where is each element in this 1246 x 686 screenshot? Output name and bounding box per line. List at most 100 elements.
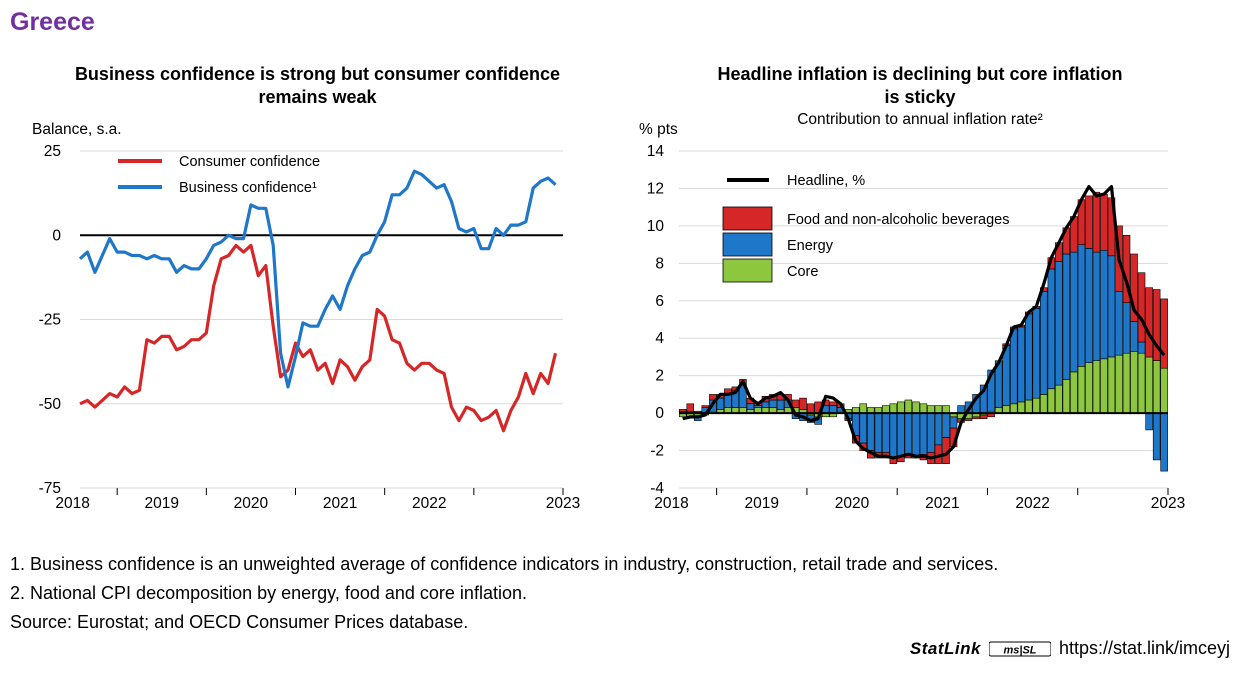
right-bar-core bbox=[934, 405, 943, 414]
right-bar-energy bbox=[934, 412, 943, 446]
right-bar-energy bbox=[1047, 268, 1056, 389]
right-bar-energy bbox=[859, 412, 868, 444]
right-bar-energy bbox=[919, 412, 928, 455]
right-bar-energy bbox=[889, 412, 898, 459]
right-bar-core bbox=[1070, 371, 1078, 414]
left-x-tick-label: 2023 bbox=[546, 495, 580, 512]
right-bar-core bbox=[1092, 360, 1101, 414]
footnote-2: 2. National CPI decomposition by energy,… bbox=[10, 583, 527, 603]
right-bar-food bbox=[829, 401, 837, 406]
right-bar-food bbox=[1100, 193, 1108, 251]
right-bar-energy bbox=[769, 399, 777, 408]
source-note: Source: Eurostat; and OECD Consumer Pric… bbox=[10, 612, 469, 632]
right-bar-energy bbox=[1077, 244, 1086, 367]
right-bar-food bbox=[1092, 191, 1101, 253]
right-y-tick-label: 8 bbox=[655, 255, 664, 272]
right-legend-swatch-food bbox=[722, 206, 773, 231]
left-x-tick-label: 2020 bbox=[234, 495, 269, 512]
statlink-badge-text: ms|SL bbox=[1003, 644, 1036, 656]
left-chart-title: Business confidence is strong but consum… bbox=[20, 63, 615, 109]
right-bar-energy bbox=[761, 401, 770, 408]
right-bar-energy bbox=[1152, 412, 1161, 461]
country-title: Greece bbox=[10, 8, 95, 36]
right-x-tick-label: 2020 bbox=[835, 495, 870, 512]
right-legend-swatch-energy bbox=[722, 232, 773, 257]
right-bar-energy bbox=[724, 394, 732, 408]
right-bar-core bbox=[1085, 362, 1093, 414]
right-x-tick-label: 2023 bbox=[1151, 495, 1185, 512]
right-bar-core bbox=[1047, 388, 1056, 414]
right-bar-food bbox=[701, 405, 710, 408]
footnote-1: 1. Business confidence is an unweighted … bbox=[10, 554, 999, 574]
right-bar-core bbox=[1024, 399, 1033, 414]
right-bar-energy bbox=[1122, 302, 1131, 354]
right-bar-energy bbox=[1039, 291, 1048, 395]
left-x-tick-label: 2019 bbox=[145, 495, 179, 512]
right-bar-food bbox=[1152, 289, 1161, 361]
right-y-tick-label: 6 bbox=[655, 293, 664, 310]
right-bar-energy bbox=[1115, 291, 1123, 356]
statlink-badge-icon: ms|SL bbox=[988, 641, 1051, 656]
right-bar-food bbox=[678, 409, 687, 412]
statlink-url[interactable]: https://stat.link/imceyj bbox=[1058, 638, 1230, 658]
right-bar-energy bbox=[1070, 251, 1078, 373]
right-bar-food bbox=[1160, 298, 1168, 369]
right-bar-core bbox=[1115, 354, 1123, 414]
right-bar-food bbox=[791, 399, 800, 408]
right-bar-core bbox=[1160, 367, 1168, 414]
left-y-tick-label: 0 bbox=[52, 227, 61, 244]
left-series-line-business bbox=[78, 169, 557, 389]
right-bar-core bbox=[1077, 366, 1086, 414]
right-bar-energy bbox=[1009, 328, 1018, 405]
left-x-tick-label: 2018 bbox=[55, 495, 89, 512]
right-y-tick-label: 0 bbox=[655, 405, 664, 422]
right-bar-core bbox=[927, 405, 935, 414]
right-bar-core bbox=[1130, 351, 1138, 414]
left-legend-label: Consumer confidence bbox=[179, 154, 320, 170]
right-bar-energy bbox=[746, 403, 755, 410]
right-bar-core bbox=[1122, 352, 1131, 414]
right-bar-core bbox=[1032, 397, 1040, 414]
right-bar-core bbox=[919, 403, 928, 414]
left-series-line-consumer bbox=[79, 243, 558, 433]
left-y-tick-label: -25 bbox=[39, 312, 61, 329]
statlink-logo: StatLink bbox=[909, 638, 981, 658]
right-bar-energy bbox=[829, 405, 837, 414]
right-bar-food bbox=[1130, 253, 1138, 322]
left-y-tick-label: -75 bbox=[39, 480, 61, 497]
right-bar-core bbox=[904, 399, 913, 414]
right-chart-title-line1: Headline inflation is declining but core… bbox=[717, 64, 1123, 84]
right-bar-energy bbox=[1092, 251, 1101, 361]
right-bar-core bbox=[1002, 405, 1010, 414]
right-chart-title-line2: is sticky bbox=[884, 87, 956, 107]
right-bar-energy bbox=[1062, 253, 1071, 380]
right-bar-energy bbox=[942, 412, 950, 438]
right-bar-core bbox=[1145, 356, 1153, 414]
right-bar-core bbox=[897, 401, 905, 414]
left-chart-title-line1: Business confidence is strong but consum… bbox=[74, 64, 561, 84]
right-bar-energy bbox=[882, 412, 890, 453]
left-chart-title-line2: remains weak bbox=[258, 87, 377, 107]
right-bar-energy bbox=[1085, 248, 1093, 363]
right-bar-core bbox=[942, 405, 950, 414]
right-bar-energy bbox=[1137, 341, 1146, 354]
right-bar-energy bbox=[1017, 326, 1025, 403]
left-chart-unit: Balance, s.a. bbox=[32, 121, 122, 138]
right-x-tick-label: 2018 bbox=[654, 495, 688, 512]
right-bar-food bbox=[1085, 195, 1093, 249]
right-bar-core bbox=[1137, 352, 1146, 414]
right-bar-core bbox=[912, 401, 920, 414]
right-bar-energy bbox=[1130, 321, 1138, 352]
right-bar-food bbox=[1137, 272, 1146, 343]
right-legend-label-food: Food and non-alcoholic beverages bbox=[787, 212, 1009, 228]
right-y-tick-label: -2 bbox=[650, 443, 664, 460]
right-bar-food bbox=[686, 403, 695, 412]
right-legend-label-headline: Headline, % bbox=[787, 173, 865, 189]
right-bar-energy bbox=[949, 416, 958, 429]
right-y-tick-label: 10 bbox=[647, 218, 665, 235]
right-x-tick-label: 2022 bbox=[1015, 495, 1049, 512]
right-y-tick-label: -4 bbox=[650, 480, 664, 497]
right-y-tick-label: 4 bbox=[655, 330, 664, 347]
right-x-tick-label: 2021 bbox=[925, 495, 959, 512]
